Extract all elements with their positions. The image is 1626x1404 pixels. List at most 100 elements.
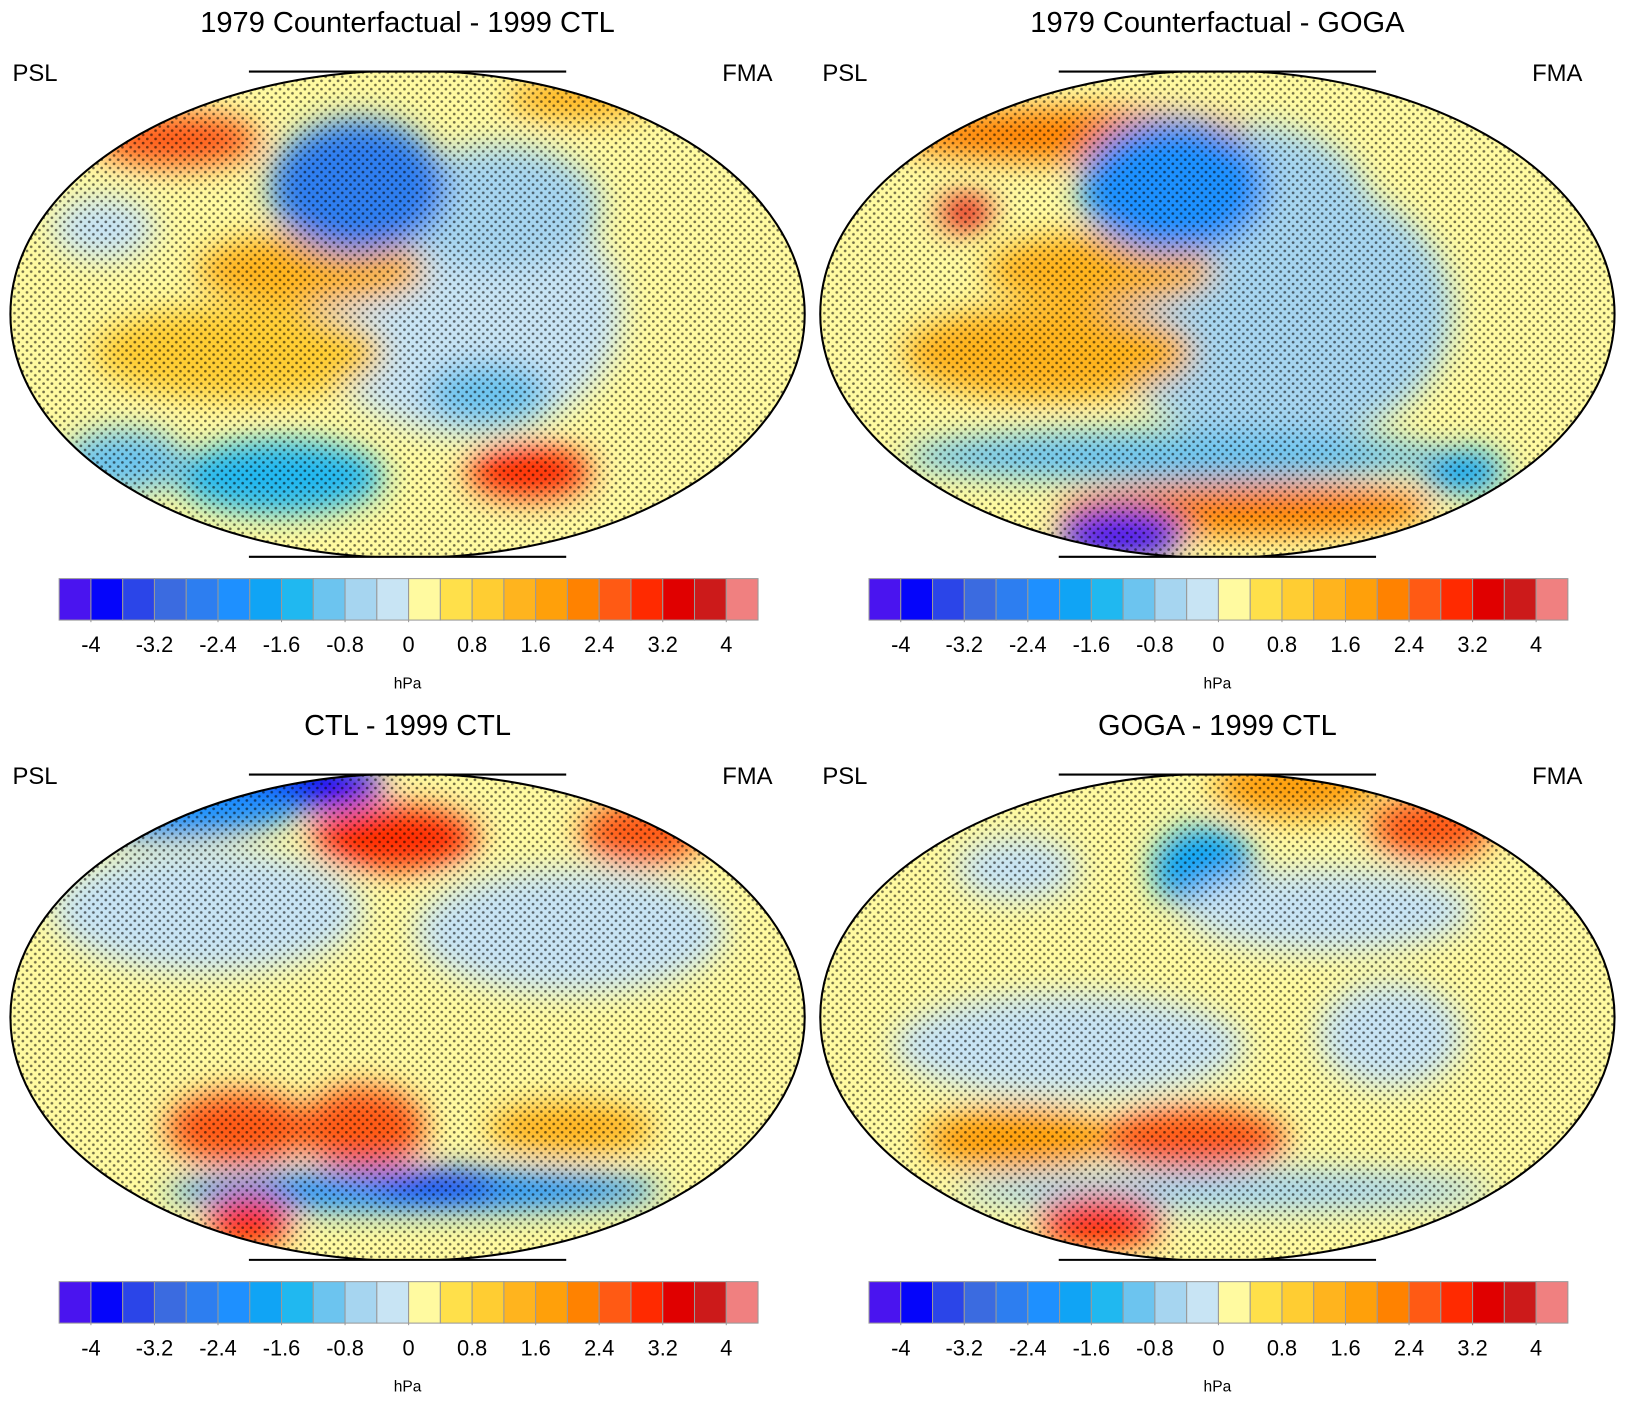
colorbar-tick-label: -0.8 [1136,632,1174,657]
colorbar-tick-label: 0.8 [1267,1335,1297,1360]
colorbar-box [1059,578,1092,621]
stippling [10,774,805,1260]
colorbar-box [185,578,219,621]
colorbar-tick-label: 3.2 [1457,1335,1487,1360]
colorbar-tick-label: -1.6 [1073,632,1111,657]
colorbar-box [662,1281,696,1324]
colorbar-box [1186,1281,1219,1324]
colorbar-box [1535,1281,1569,1324]
colorbar-box [1027,578,1061,621]
panel: 1979 Counterfactual - GOGA PSL FMA -4 -3.2 -2… [819,7,1616,693]
colorbar-box [1440,578,1474,621]
map [819,71,1616,557]
colorbar-box [1440,1281,1474,1324]
stippling [820,71,1615,557]
colorbar-tick-label: -2.4 [1009,1335,1047,1360]
colorbar-box [900,578,934,621]
colorbar-box [1313,578,1347,621]
colorbar-tick-label: -0.8 [326,1335,364,1360]
panel: 1979 Counterfactual - 1999 CTL PSL FMA -4 -3… [9,7,806,693]
colorbar-box [1281,578,1315,621]
colorbar-box [1408,1281,1442,1324]
colorbar-box [344,578,378,621]
colorbar-box [932,578,965,621]
panel: GOGA - 1999 CTL PSL FMA -4 -3.2 -2.4 -1.6 -0.8 0… [819,710,1616,1396]
colorbar-box [376,1281,410,1324]
colorbar-box [1503,1281,1537,1324]
colorbar-box [1472,1281,1505,1324]
colorbar-tick-label: 1.6 [1330,632,1360,657]
colorbar-box [995,1281,1029,1324]
colorbar-box [630,578,664,621]
variable-label: PSL [822,763,867,790]
map-field [10,774,805,1260]
colorbar-box [153,578,187,621]
panel-title: CTL - 1999 CTL [304,710,511,742]
colorbar-tick-label: -4 [891,632,910,657]
colorbar-box [598,1281,632,1324]
map-field [820,774,1615,1260]
colorbar-box [1313,1281,1347,1324]
colorbar-unit: hPa [1204,676,1232,693]
colorbar-box [1154,1281,1188,1324]
colorbar-tick-label: -0.8 [1136,1335,1174,1360]
colorbar-box [535,578,568,621]
colorbar-box [439,578,473,621]
colorbar-box [1186,578,1219,621]
colorbar-box [503,578,537,621]
colorbar-box [217,1281,251,1324]
map [9,71,806,557]
colorbar-box [598,578,632,621]
colorbar-box [868,578,902,621]
map-outline [819,71,1616,557]
colorbar-tick-label: 2.4 [1394,632,1424,657]
colorbar-box [725,1281,759,1324]
colorbar-tick-label: 0 [1212,1335,1224,1360]
colorbar-tick-label: -4 [891,1335,910,1360]
variable-label: PSL [822,60,867,87]
colorbar-box [408,1281,441,1324]
colorbar-tick-label: 4 [1530,632,1542,657]
colorbar-box [1059,1281,1092,1324]
colorbar-box [122,578,155,621]
colorbar-box [1122,1281,1156,1324]
colorbar-box [1154,578,1188,621]
colorbar-tick-label: 4 [720,1335,732,1360]
colorbar-tick-label: -2.4 [199,632,237,657]
colorbar-box [693,1281,727,1324]
colorbar-box [1027,1281,1061,1324]
colorbar-box [344,1281,378,1324]
colorbar-box [1090,1281,1124,1324]
colorbar-box [122,1281,155,1324]
colorbar-box [217,578,251,621]
colorbar-box [963,578,997,621]
colorbar-box [471,578,505,621]
colorbar-tick-label: 0.8 [1267,632,1297,657]
colorbar-box [868,1281,902,1324]
colorbar-box [1472,578,1505,621]
colorbar-box [1535,578,1569,621]
colorbar-box [312,1281,346,1324]
colorbar-box [1281,1281,1315,1324]
colorbar-box [1249,578,1283,621]
colorbar-tick-label: 0 [403,1335,415,1360]
stippling [10,71,805,557]
colorbar-tick-label: 2.4 [584,1335,614,1360]
colorbar-tick-label: 2.4 [1394,1335,1424,1360]
colorbar-box [1344,578,1378,621]
colorbar-box [1217,578,1251,621]
colorbar-tick-label: -3.2 [136,1335,174,1360]
colorbar-box [153,1281,187,1324]
colorbar-tick-label: -1.6 [263,632,301,657]
colorbar-box [630,1281,664,1324]
colorbar-box [693,578,727,621]
colorbar-tick-label: 0 [1212,632,1224,657]
colorbar-box [900,1281,934,1324]
variable-label: PSL [12,60,57,87]
colorbar-box [376,578,410,621]
colorbar-box [1249,1281,1283,1324]
colorbar-box [408,578,441,621]
colorbar-box [185,1281,219,1324]
colorbar-box [995,578,1029,621]
variable-label: PSL [12,763,57,790]
